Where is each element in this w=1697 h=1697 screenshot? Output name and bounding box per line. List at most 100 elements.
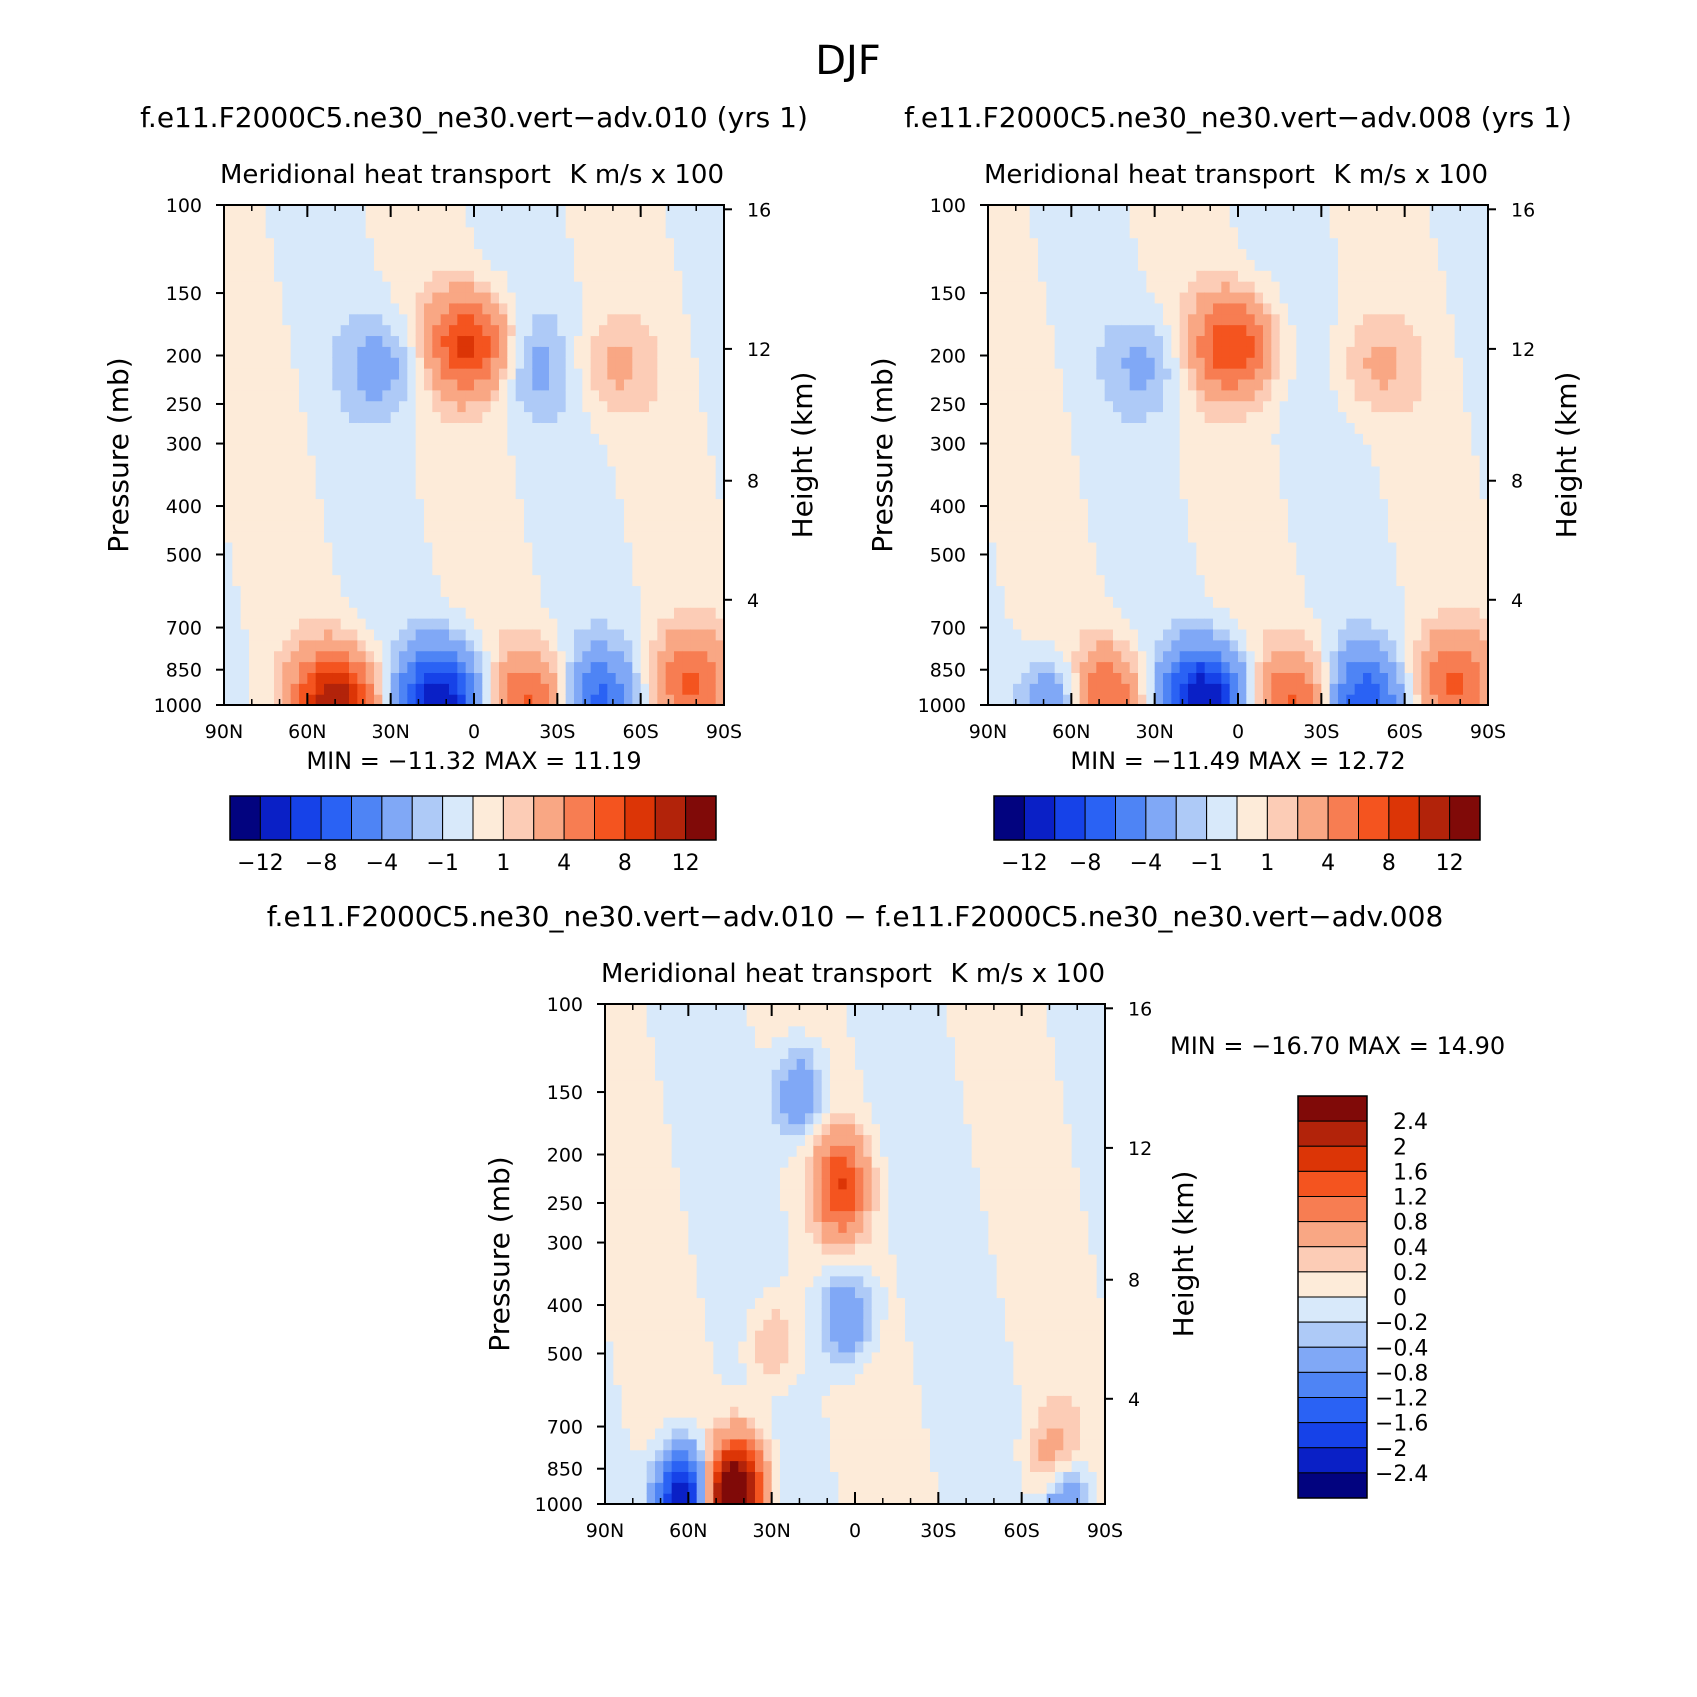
field-cell (1221, 596, 1231, 608)
field-cell (365, 607, 375, 619)
field-cell (1279, 509, 1289, 521)
field-cell (565, 422, 575, 434)
field-cell (474, 237, 483, 250)
field-cell (524, 455, 533, 467)
field-cell (382, 270, 392, 282)
field-cell (1171, 237, 1181, 250)
field-cell (1271, 650, 1281, 663)
field-cell (1088, 270, 1097, 282)
field-cell (1271, 520, 1281, 532)
field-cell (1146, 552, 1156, 565)
field-cell (1304, 368, 1314, 380)
field-cell (590, 226, 600, 239)
field-cell (1096, 639, 1106, 652)
field-cell (707, 563, 717, 576)
field-cell (1354, 291, 1364, 304)
field-cell (240, 400, 250, 413)
field-cell (407, 465, 417, 478)
field-cell (399, 324, 408, 337)
field-cell (1354, 215, 1364, 228)
field-cell (590, 259, 600, 271)
field-cell (490, 628, 500, 641)
field-cell (1088, 465, 1097, 478)
field-cell (265, 509, 275, 521)
field-cell (1263, 400, 1272, 413)
field-cell (565, 389, 575, 402)
field-cell (407, 270, 417, 282)
field-cell (988, 509, 997, 521)
field-cell (507, 465, 517, 478)
field-cell (1288, 270, 1297, 282)
field-cell (1263, 357, 1272, 369)
field-cell (1271, 433, 1281, 445)
field-cell (415, 650, 425, 663)
field-cell (474, 465, 483, 478)
field-cell (549, 335, 558, 347)
field-cell (1296, 378, 1306, 391)
field-cell (1013, 607, 1022, 619)
field-cell (607, 618, 617, 630)
field-cell (1104, 378, 1114, 391)
field-cell (1146, 226, 1156, 239)
field-cell (1296, 520, 1306, 532)
field-cell (390, 618, 400, 630)
field-cell (1088, 541, 1097, 554)
field-cell (1071, 509, 1081, 521)
field-cell (382, 205, 392, 217)
field-cell (1338, 422, 1347, 434)
field-cell (1063, 226, 1072, 239)
field-cell (399, 357, 408, 369)
colorbar-box (654, 795, 687, 841)
field-cell (1296, 368, 1306, 380)
field-cell (515, 618, 525, 630)
field-cell (349, 281, 358, 293)
field-cell (349, 378, 358, 391)
field-cell (440, 672, 450, 684)
field-cell (257, 694, 267, 706)
field-cell (249, 433, 258, 445)
field-cell (1263, 487, 1272, 500)
field-cell (1096, 389, 1106, 402)
field-cell (549, 552, 558, 565)
field-cell (540, 281, 550, 293)
field-cell (474, 552, 483, 565)
field-cell (1038, 465, 1047, 478)
field-cell (415, 205, 425, 217)
field-cell (615, 650, 625, 663)
field-cell (657, 541, 667, 554)
field-cell (1104, 465, 1114, 478)
field-cell (615, 433, 625, 445)
field-cell (1113, 585, 1122, 597)
field-cell (1154, 357, 1164, 369)
field-cell (374, 541, 383, 554)
field-cell (565, 639, 575, 652)
field-cell (607, 639, 617, 652)
field-cell (1296, 661, 1306, 673)
field-cell (349, 411, 358, 423)
field-cell (1304, 596, 1314, 608)
field-cell (1088, 335, 1097, 347)
field-cell (382, 650, 392, 663)
field-cell (290, 552, 300, 565)
field-cell (249, 368, 258, 380)
field-cell (1238, 552, 1247, 565)
field-cell (415, 541, 425, 554)
field-cell (1263, 270, 1272, 282)
field-cell (515, 596, 525, 608)
field-cell (707, 205, 717, 217)
field-cell (449, 487, 458, 500)
field-cell (1204, 389, 1214, 402)
field-cell (1021, 607, 1031, 619)
field-cell (1038, 498, 1047, 510)
field-cell (1179, 563, 1189, 576)
field-cell (274, 672, 283, 684)
field-cell (1363, 607, 1372, 619)
field-cell (1179, 400, 1189, 413)
field-cell (457, 281, 467, 293)
field-cell (399, 237, 408, 250)
field-cell (1054, 563, 1064, 576)
field-cell (1271, 628, 1281, 641)
field-cell (549, 574, 558, 587)
field-cell (1029, 498, 1039, 510)
field-cell (482, 628, 492, 641)
